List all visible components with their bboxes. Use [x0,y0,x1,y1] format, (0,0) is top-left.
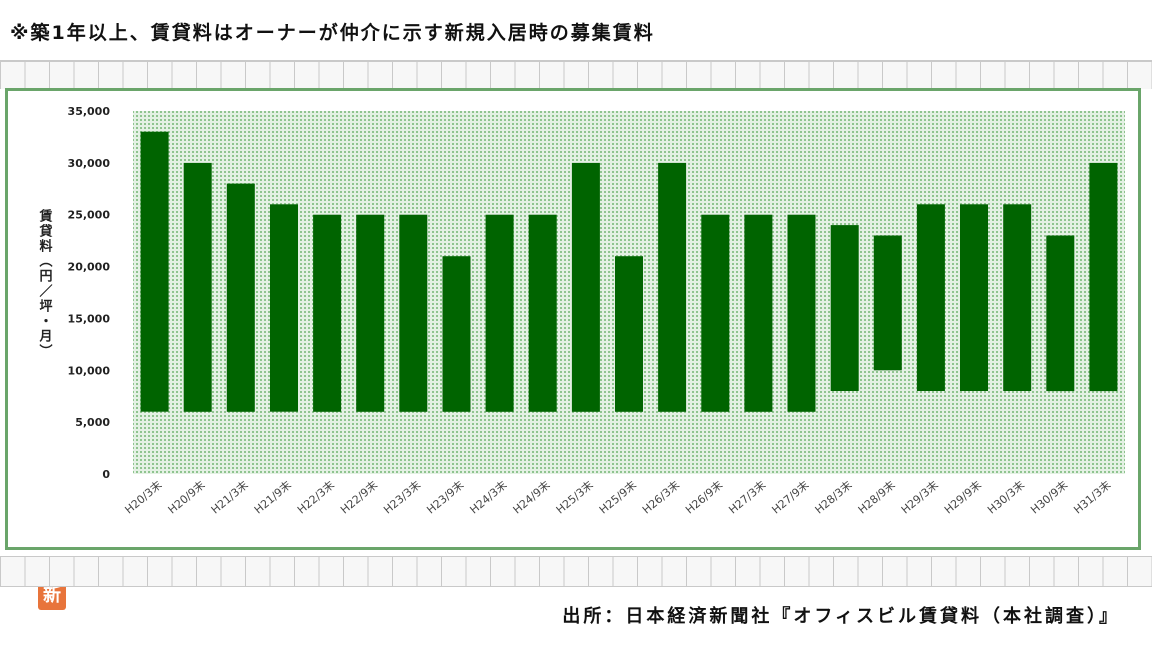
x-tick-label: H21/9末 [251,478,294,517]
y-tick-label: 25,000 [68,209,111,222]
x-tick-label: H27/3末 [726,478,769,517]
bar [140,131,169,412]
bar [571,162,600,412]
x-tick-label: H20/3末 [122,478,165,517]
bar [960,204,988,391]
bar [615,256,643,412]
spreadsheet-grid-bottom [0,556,1152,587]
x-tick-label: H24/3末 [467,478,510,517]
bar [399,214,428,412]
bar [787,214,816,412]
x-tick-label: H22/3末 [294,478,337,517]
x-tick-label: H23/9末 [424,478,467,517]
y-tick-label: 5,000 [75,416,110,429]
x-tick-label: H21/3末 [208,478,251,517]
bar [226,183,255,412]
x-tick-label: H20/9末 [165,478,208,517]
chart-frame: 0 5,000 10,000 15,000 20,000 25,000 30,000 35,0… [5,88,1141,610]
y-tick-label: 0 [102,468,110,481]
bar [1089,162,1118,392]
rent-chart: 0 5,000 10,000 15,000 20,000 25,000 30,000 35,0… [37,105,1125,517]
x-tick-label: H23/3末 [381,478,424,517]
bar [183,162,212,412]
x-tick-label: H29/3末 [898,478,941,517]
x-tick-label: H31/3末 [1071,478,1114,517]
bar [485,214,514,412]
x-tick-label: H25/3末 [553,478,596,517]
bar [442,256,471,412]
x-tick-label: H28/9末 [855,478,898,517]
y-axis-label: 賃貸料（円／坪・月） [37,208,54,359]
spreadsheet-grid-top [0,60,1152,89]
x-tick-label: H22/9末 [337,478,380,517]
bar [1003,204,1032,391]
bar [356,214,385,412]
y-tick-label: 30,000 [68,157,111,170]
x-tick-label: H30/3末 [984,478,1027,517]
bar [916,204,945,391]
bar [830,225,859,391]
x-tick-label: H29/9末 [941,478,984,517]
bar [1046,235,1075,392]
y-tick-label: 20,000 [68,261,111,274]
y-tick-label: 10,000 [68,364,111,377]
bar [528,214,557,412]
x-tick-label: H28/3末 [812,478,855,517]
x-tick-label: H26/9末 [682,478,725,517]
x-tick-label: H24/9末 [510,478,553,517]
bar [658,162,687,412]
x-tick-label: H30/9末 [1028,478,1071,517]
bar [744,214,773,412]
y-tick-label: 35,000 [68,105,111,118]
x-tick-label: H25/9末 [596,478,639,517]
x-tick-label: H26/3末 [639,478,682,517]
source-text: 出所：日本経済新聞社『オフィスビル賃貸料（本社調査）』 [562,606,1120,627]
bar [873,235,902,371]
x-tick-label: H27/9末 [769,478,812,517]
bar [313,214,342,412]
y-tick-label: 15,000 [68,312,111,325]
note-text: ※築1年以上、賃貸料はオーナーが仲介に示す新規入居時の募集賃料 [10,22,655,44]
bar [701,214,730,412]
bar [270,204,298,412]
